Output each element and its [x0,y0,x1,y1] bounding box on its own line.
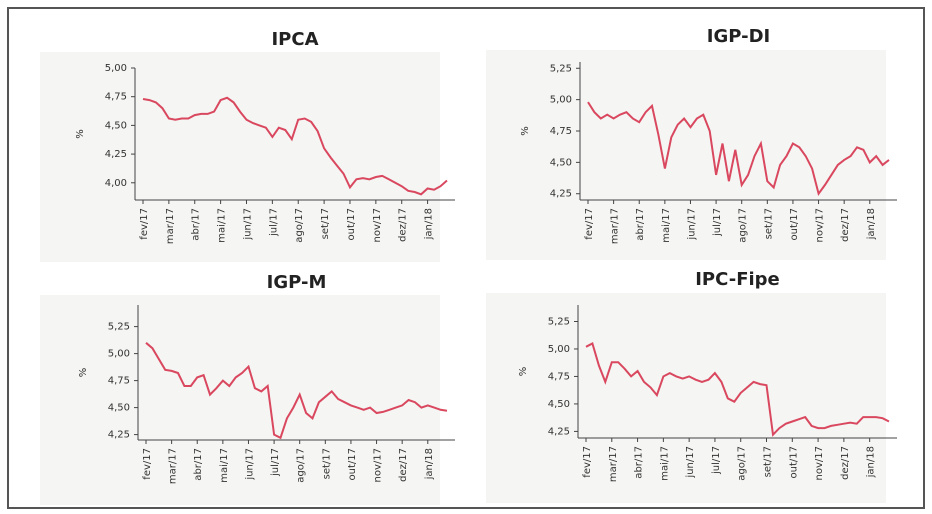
x-tick-label: out/17 [788,446,799,478]
x-tick-label: jul/17 [712,208,723,237]
data-line [142,96,448,196]
y-tick-label: 4,25 [550,189,572,200]
x-tick-label: nov/17 [815,208,826,242]
chart-title: IPC-Fipe [695,269,780,290]
x-tick-label: fev/17 [584,208,595,240]
x-tick-label: jan/18 [424,448,435,480]
x-tick-label: dez/17 [840,208,851,242]
y-tick-label: 4,50 [105,120,127,131]
y-tick-label: 4,75 [105,92,127,103]
x-tick-label: jun/17 [685,446,696,479]
data-line [585,342,890,437]
x-tick-label: fev/17 [582,446,593,478]
y-tick-label: 4,50 [550,157,572,168]
x-tick-label: abr/17 [634,446,645,479]
x-tick-label: ago/17 [296,448,307,483]
chart-title: IGP-DI [707,26,770,47]
plot-panel [486,50,886,260]
x-tick-label: jun/17 [244,448,255,481]
x-tick-label: jul/17 [270,448,281,477]
data-line [587,101,890,197]
x-tick-label: mar/17 [165,208,176,244]
x-tick-label: mai/17 [217,208,228,243]
plot-panel [40,52,440,262]
x-tick-label: jan/18 [866,208,877,240]
x-tick-label: out/17 [346,208,357,240]
x-tick-label: jan/18 [866,446,877,478]
x-tick-label: out/17 [347,448,358,480]
x-tick-label: dez/17 [398,208,409,242]
y-tick-label: 4,75 [548,371,570,382]
y-tick-label: 5,25 [108,322,130,333]
x-tick-label: mai/17 [659,446,670,481]
x-tick-label: nov/17 [814,446,825,480]
x-tick-label: jul/17 [268,208,279,237]
x-tick-label: abr/17 [635,208,646,241]
x-tick-label: set/17 [320,208,331,239]
x-tick-label: fev/17 [142,448,153,480]
y-tick-label: 4,75 [108,376,130,387]
x-tick-label: fev/17 [139,208,150,240]
x-tick-label: jan/18 [424,208,435,240]
x-tick-label: nov/17 [373,448,384,482]
chart-title: IGP-M [267,272,327,293]
chart-title: IPCA [271,29,318,50]
x-tick-label: nov/17 [372,208,383,242]
x-tick-label: ago/17 [737,446,748,481]
x-tick-label: abr/17 [191,208,202,241]
x-tick-label: mar/17 [168,448,179,484]
x-tick-label: abr/17 [193,448,204,481]
y-tick-label: 5,25 [550,63,572,74]
x-tick-label: mai/17 [661,208,672,243]
plot-panel [486,293,886,503]
y-tick-label: 4,50 [548,399,570,410]
x-tick-label: mar/17 [608,446,619,482]
plot-panel [40,295,440,505]
y-tick-label: 5,00 [108,349,130,360]
y-tick-label: 4,25 [108,430,130,441]
x-tick-label: mar/17 [610,208,621,244]
x-tick-label: jun/17 [686,208,697,241]
y-tick-label: 4,75 [550,126,572,137]
y-tick-label: 4,00 [105,178,127,189]
y-tick-label: 4,25 [548,426,570,437]
x-tick-label: jul/17 [711,446,722,475]
x-tick-label: jun/17 [242,208,253,241]
y-axis-label: % [520,126,531,136]
y-axis-label: % [518,367,529,377]
y-axis-label: % [78,368,89,378]
y-tick-label: 5,00 [550,95,572,106]
y-tick-label: 4,25 [105,149,127,160]
x-tick-label: dez/17 [398,448,409,482]
x-tick-label: set/17 [321,448,332,479]
x-tick-label: mai/17 [219,448,230,483]
y-tick-label: 5,00 [548,344,570,355]
x-tick-label: out/17 [789,208,800,240]
x-tick-label: ago/17 [738,208,749,243]
x-tick-label: dez/17 [840,446,851,480]
y-axis-label: % [75,129,86,139]
y-tick-label: 4,50 [108,403,130,414]
y-tick-label: 5,25 [548,316,570,327]
data-line [145,342,448,440]
x-tick-label: set/17 [763,208,774,239]
x-tick-label: ago/17 [294,208,305,243]
y-tick-label: 5,00 [105,63,127,74]
x-tick-label: set/17 [763,446,774,477]
